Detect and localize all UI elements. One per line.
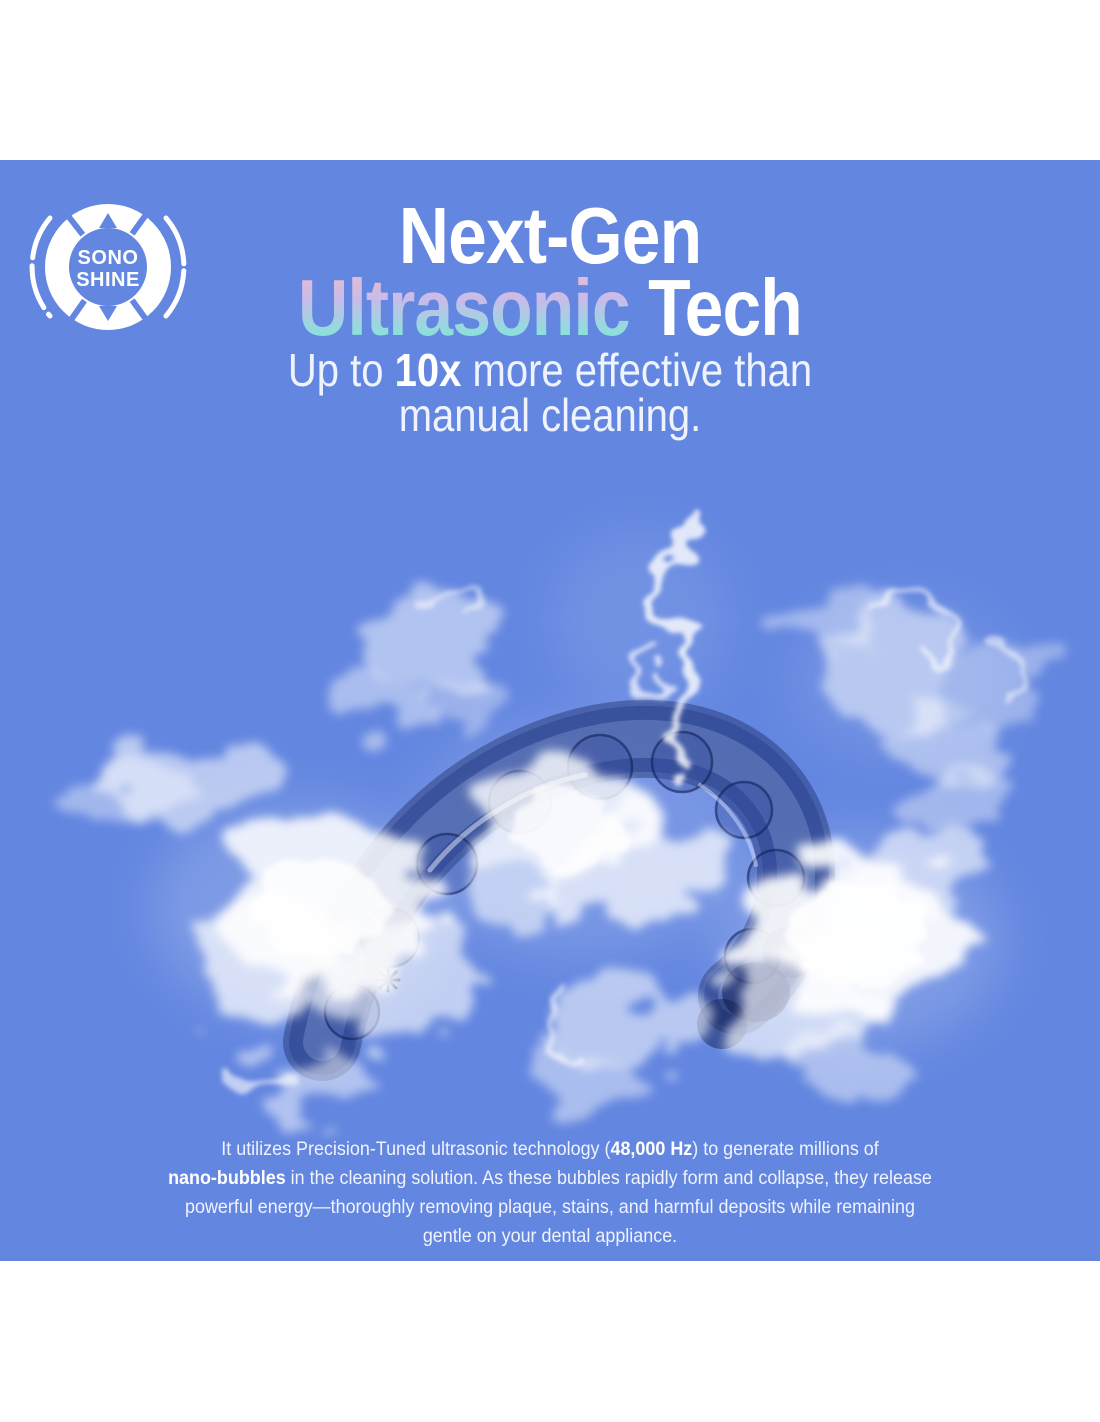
title-line2-rest: Tech [629,263,803,352]
smoke-bright-cores [252,792,925,987]
desc-l1-bold-frequency: 48,000 Hz [610,1138,693,1160]
subtitle-bold-10x: 10x [394,344,462,396]
desc-l1-pre: It utilizes Precision-Tuned ultrasonic t… [221,1138,611,1160]
desc-l1-post: ) to generate millions of [692,1138,879,1160]
sonoshine-logo: SONO SHINE [29,204,187,330]
subtitle: Up to 10x more effective than manual clea… [72,347,1029,441]
description-line-2: nano-bubbles in the cleaning solution. A… [44,1164,1056,1193]
blue-panel: SONO SHINE Next-Gen Ultrasonic Tech Up to… [0,160,1100,1261]
smoke-back-layer [60,588,1048,834]
bottom-whitespace [0,1261,1100,1422]
subtitle-pre: Up to [287,344,395,396]
logo-ring-notches [64,211,150,324]
description-line-3: powerful energy—thoroughly removing plaq… [185,1196,915,1218]
title-line1: Next-Gen [398,191,702,280]
aligner-highlight-2 [698,783,758,867]
desc-l2-rest: in the cleaning solution. As these bubbl… [285,1167,932,1189]
page-title: Next-Gen Ultrasonic Tech [72,196,1029,348]
soundwave-arcs-icon [29,215,187,319]
logo-text-line2: SHINE [76,269,140,291]
description-line-4: gentle on your dental appliance. [422,1225,678,1247]
description-paragraph: It utilizes Precision-Tuned ultrasonic t… [44,1135,1056,1251]
logo-text-line1: SONO [78,247,139,269]
desc-l2-bold-nano-bubbles: nano-bubbles [168,1167,286,1189]
subtitle-post: more effective than [461,344,813,396]
smoke-tendrils [208,515,1029,1095]
subtitle-line2: manual cleaning. [398,389,702,441]
hero-image-aligner-in-smoke [60,515,1048,1116]
top-whitespace [0,0,1100,160]
title-gradient-word: Ultrasonic [298,263,631,352]
description-line-1: It utilizes Precision-Tuned ultrasonic t… [44,1135,1056,1164]
headline-block: Next-Gen Ultrasonic Tech Up to 10x more e… [72,196,1029,441]
